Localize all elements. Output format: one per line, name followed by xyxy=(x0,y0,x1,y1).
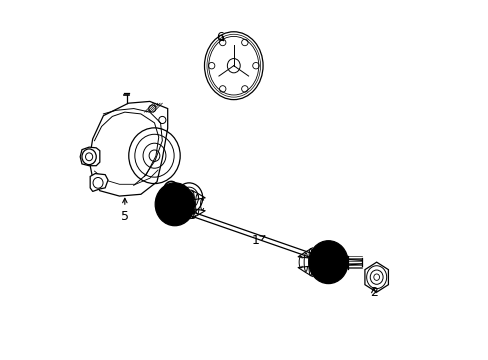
Text: 2: 2 xyxy=(369,286,377,299)
Text: 5: 5 xyxy=(121,198,128,223)
Text: 1: 1 xyxy=(251,234,264,247)
Polygon shape xyxy=(364,262,387,292)
Polygon shape xyxy=(80,147,100,166)
Ellipse shape xyxy=(155,183,194,226)
Text: 4: 4 xyxy=(168,198,176,211)
Polygon shape xyxy=(89,102,167,196)
Text: 6: 6 xyxy=(216,31,224,44)
Polygon shape xyxy=(90,174,108,192)
Text: 3: 3 xyxy=(187,208,195,221)
Ellipse shape xyxy=(308,241,347,284)
